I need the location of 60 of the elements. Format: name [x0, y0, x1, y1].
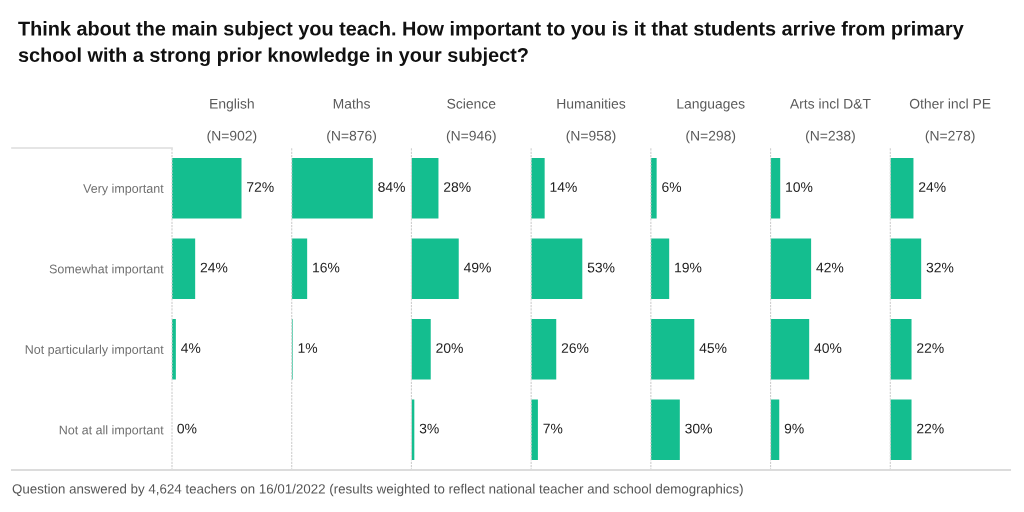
bar — [531, 238, 583, 299]
data-label: 0% — [177, 423, 197, 434]
data-label: 3% — [419, 423, 439, 434]
bar — [650, 399, 680, 460]
bar — [770, 319, 810, 380]
data-label: 53% — [587, 262, 615, 273]
chart-subtitle: (N=876) — [327, 130, 376, 144]
data-label: 1% — [298, 343, 318, 353]
data-label: 40% — [814, 343, 842, 353]
data-label: 9% — [784, 423, 804, 434]
bar — [770, 158, 781, 219]
y-tick-label: Not at all important — [59, 425, 164, 437]
bar — [650, 319, 695, 380]
data-label: 7% — [543, 423, 563, 434]
chart-subtitle: (N=946) — [446, 130, 496, 144]
data-label: 32% — [926, 262, 954, 273]
data-label: 84% — [378, 182, 405, 192]
chart-subtitle: (N=298) — [686, 130, 736, 144]
chart-title: Science — [447, 98, 496, 109]
data-label: 10% — [786, 182, 813, 192]
data-label: 24% — [200, 262, 228, 273]
data-label: 49% — [463, 262, 491, 273]
bar — [531, 158, 545, 219]
bar — [770, 399, 780, 460]
y-tick-label: Very important — [83, 183, 164, 196]
data-label: 42% — [816, 262, 844, 273]
y-tick-label: Somewhat important — [49, 264, 164, 276]
data-label: 22% — [917, 343, 944, 353]
chart-title: English — [210, 98, 254, 112]
chart-title: Maths — [333, 98, 370, 109]
bar — [411, 158, 439, 219]
data-label: 16% — [313, 262, 340, 273]
chart-title: Arts incl D&T — [789, 98, 871, 109]
data-label: 28% — [444, 182, 471, 192]
data-label: 22% — [917, 423, 944, 434]
bar — [411, 238, 459, 299]
chart-title: Languages — [677, 98, 745, 112]
chart-subtitle: (N=278) — [925, 130, 975, 144]
data-label: 19% — [675, 262, 702, 273]
data-label: 26% — [561, 343, 589, 353]
chart-subtitle: (N=238) — [806, 130, 855, 144]
bar — [770, 238, 812, 299]
text: Think about the main subject you teach. How important to you is it that students arrive from primary school with a strong prior knowledge in your subject? — [18, 21, 964, 67]
chart-subtitle: (N=958) — [566, 130, 616, 144]
data-label: 72% — [247, 182, 274, 192]
data-label: 24% — [919, 182, 946, 192]
bar — [531, 319, 557, 380]
bar — [650, 238, 670, 299]
chart-title: Humanities — [557, 98, 626, 109]
data-label: 4% — [181, 343, 201, 353]
data-label: 14% — [550, 182, 577, 192]
y-tick-label: Not particularly important — [25, 344, 164, 357]
data-label: 45% — [699, 343, 727, 353]
chart-title: Other incl PE — [909, 98, 991, 109]
data-label: 6% — [662, 182, 682, 192]
data-label: 20% — [436, 343, 463, 353]
data-label: 30% — [685, 423, 712, 434]
bar — [411, 319, 431, 380]
chart-subtitle: (N=902) — [207, 130, 257, 144]
text: Question answered by 4,624 teachers on 16/01/2022 (results weighted to reflect national teacher and school demographics) — [12, 483, 743, 497]
